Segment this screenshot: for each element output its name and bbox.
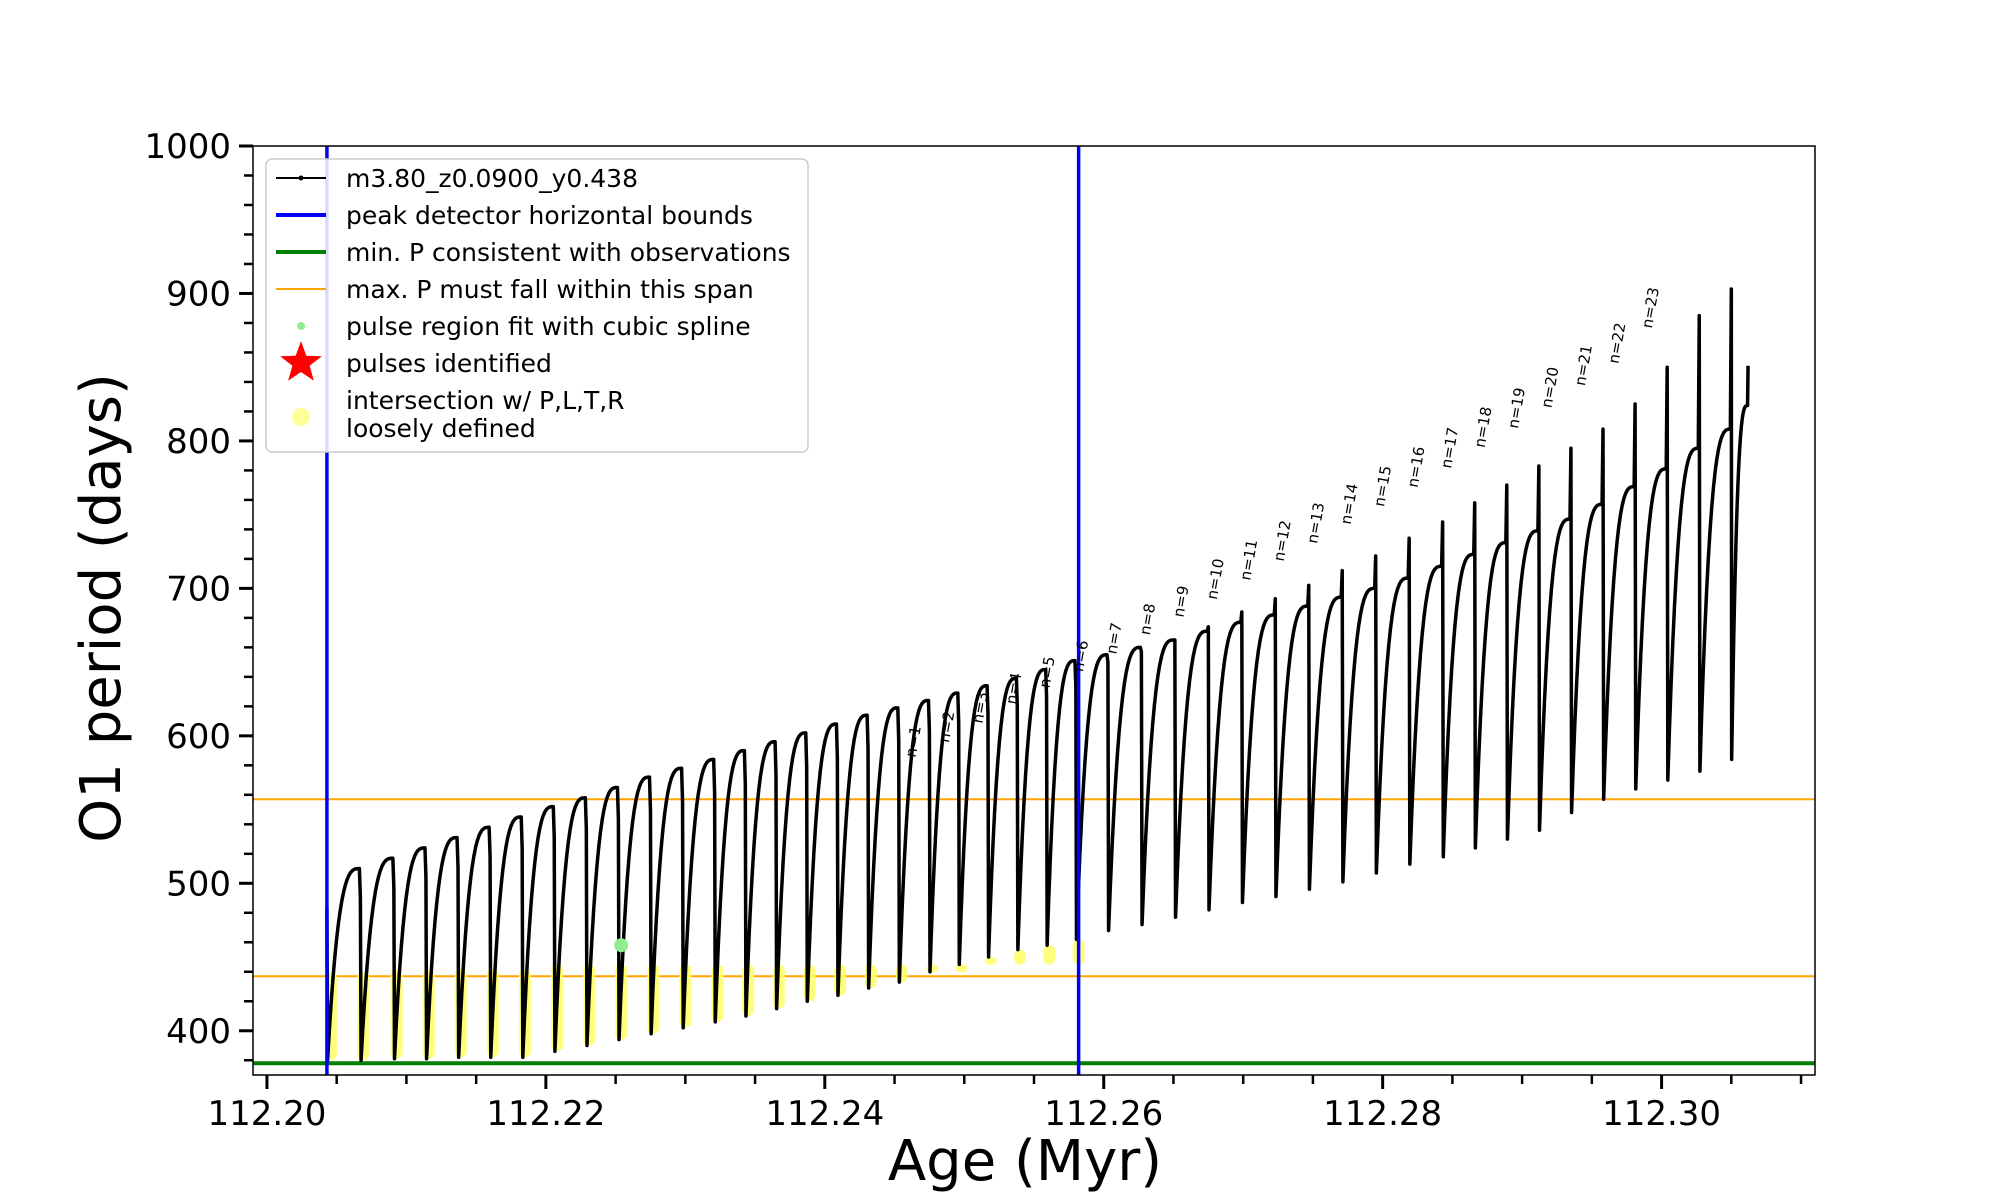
pulse-label: n=21 — [1571, 343, 1596, 387]
y-tick-label: 500 — [166, 864, 231, 904]
x-axis-title: Age (Myr) — [888, 1129, 1162, 1194]
pulse-label: n=19 — [1504, 386, 1529, 430]
pulse-label: n=11 — [1236, 538, 1261, 582]
intersection-marker — [984, 957, 997, 966]
intersection-marker — [1014, 949, 1027, 965]
legend-label: min. P consistent with observations — [346, 238, 791, 267]
x-axis: 112.20 112.22 112.24 112.26 112.28 112.30 — [207, 1075, 1803, 1134]
series-line — [325, 287, 1750, 1062]
pulse-label: n=7 — [1102, 621, 1125, 655]
pulse-label: n=10 — [1203, 557, 1228, 601]
pulse-label: n=18 — [1471, 405, 1496, 449]
legend-marker — [292, 408, 310, 426]
pulse-label: n=12 — [1270, 519, 1295, 563]
x-tick-label: 112.28 — [1323, 1094, 1442, 1134]
intersection-marker — [955, 964, 968, 973]
y-tick-label: 800 — [166, 422, 231, 462]
legend-label: peak detector horizontal bounds — [346, 201, 753, 230]
pulse-label: n=15 — [1370, 464, 1395, 508]
x-tick-label: 112.26 — [1044, 1094, 1163, 1134]
pulse-label: n=3 — [969, 690, 992, 724]
legend-label-line2: loosely defined — [346, 414, 536, 443]
legend-label: max. P must fall within this span — [346, 275, 754, 304]
y-axis-title: O1 period (days) — [69, 373, 134, 843]
spline-point — [614, 938, 629, 953]
pulse-label: n=14 — [1337, 482, 1362, 526]
legend-box — [265, 158, 809, 453]
pulse-label: n=17 — [1437, 426, 1462, 470]
x-tick-label: 112.20 — [207, 1094, 326, 1134]
y-tick-label: 1000 — [144, 127, 231, 167]
x-tick-label: 112.22 — [486, 1094, 605, 1134]
pulse-label: n=1 — [902, 724, 925, 758]
y-axis: 400 500 600 700 800 900 1000 — [144, 127, 253, 1062]
pulse-label: n=16 — [1404, 445, 1429, 489]
y-tick-label: 700 — [166, 569, 231, 609]
legend-label: pulses identified — [346, 349, 552, 378]
legend-marker-star — [280, 341, 322, 381]
pulse-label: n=13 — [1303, 501, 1328, 545]
pulse-label: n=9 — [1169, 584, 1192, 618]
x-tick-label: 112.24 — [765, 1094, 884, 1134]
pulse-label: n=2 — [935, 710, 958, 744]
y-tick-label: 600 — [166, 717, 231, 757]
pulse-label: n=8 — [1136, 602, 1159, 636]
intersection-marker — [926, 964, 939, 973]
legend-label: intersection w/ P,L,T,R — [346, 386, 625, 415]
x-tick-label: 112.30 — [1602, 1094, 1721, 1134]
pulse-label: n=4 — [1002, 671, 1025, 705]
pulse-label: n=20 — [1538, 366, 1563, 410]
y-tick-label: 400 — [166, 1012, 231, 1052]
pulse-label: n=23 — [1638, 286, 1663, 330]
legend-marker-dot — [298, 175, 304, 181]
legend-label: pulse region fit with cubic spline — [346, 312, 751, 341]
pulse-label: n=5 — [1036, 655, 1059, 689]
legend-label: m3.80_z0.0900_y0.438 — [346, 164, 638, 193]
pulse-label: n=22 — [1605, 321, 1630, 365]
pulse-label: n=6 — [1069, 639, 1092, 673]
intersection-marker — [1043, 945, 1056, 965]
y-tick-label: 900 — [166, 274, 231, 314]
legend-marker — [297, 322, 305, 330]
